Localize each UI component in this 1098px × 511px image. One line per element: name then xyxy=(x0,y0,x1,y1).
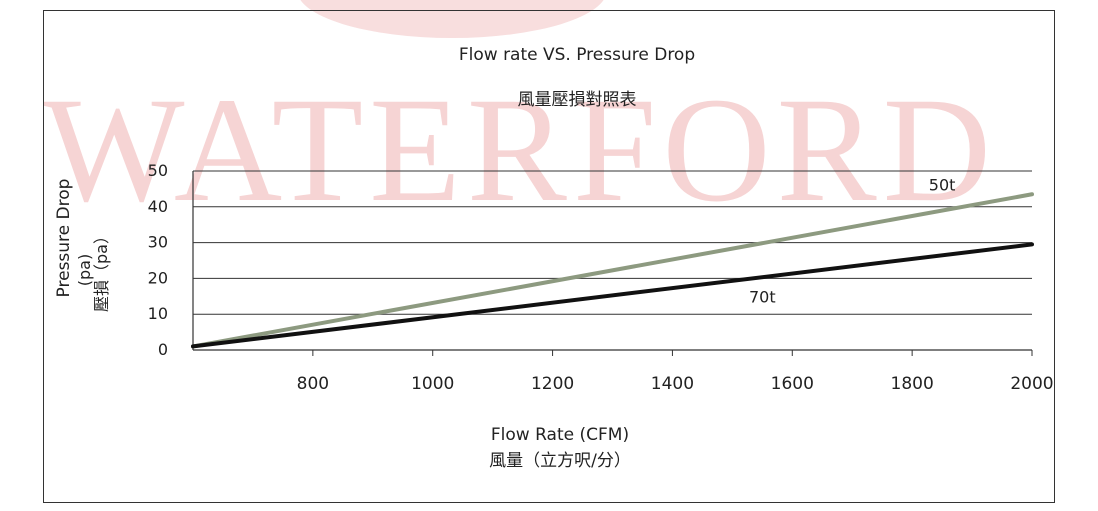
grid-lines xyxy=(193,170,1032,315)
series-lines: 50t 70t xyxy=(191,176,1034,349)
x-axis-label-cn: 風量（立方呎/分） xyxy=(489,451,631,471)
y-axis-label: Pressure Drop xyxy=(54,179,74,298)
y-tick-label: 30 xyxy=(148,233,168,252)
y-tick-label: 50 xyxy=(148,161,168,180)
y-axis-unit-group: (pa) xyxy=(75,254,94,286)
y-tick-label: 10 xyxy=(148,304,168,323)
chart-subtitle: 風量壓損對照表 xyxy=(518,90,637,110)
axes xyxy=(192,171,1033,356)
series-line-70t xyxy=(191,242,1034,349)
x-tick-label: 2000 xyxy=(1010,374,1053,394)
x-tick-label: 1600 xyxy=(771,374,814,394)
series-label-70t: 70t xyxy=(749,288,776,307)
chart-title: Flow rate VS. Pressure Drop xyxy=(459,45,695,65)
x-tick-label: 1200 xyxy=(531,374,574,394)
series-label-50t: 50t xyxy=(929,176,956,195)
x-tick-label: 800 xyxy=(297,374,329,394)
y-axis-unit: (pa) xyxy=(75,254,94,286)
y-tick-label: 0 xyxy=(158,340,168,359)
x-tick-label: 1400 xyxy=(651,374,694,394)
x-tick-label: 1800 xyxy=(891,374,934,394)
watermark-text: WATERFORD xyxy=(43,67,997,233)
x-axis-label: Flow Rate (CFM) xyxy=(491,425,629,445)
chart-frame xyxy=(43,10,1055,503)
watermark-logo-shape xyxy=(300,0,604,38)
y-tick-labels: 0 10 20 30 40 50 xyxy=(148,161,168,359)
series-line-50t xyxy=(191,192,1034,349)
x-tick-labels: 800 1000 1200 1400 1600 1800 2000 xyxy=(297,374,1054,394)
y-tick-label: 20 xyxy=(148,268,168,287)
y-axis-label-cn-group: 壓損（pa） xyxy=(92,228,111,312)
x-tick-label: 1000 xyxy=(411,374,454,394)
y-axis-label-cn: 壓損（pa） xyxy=(92,228,111,312)
y-axis-label-group: Pressure Drop xyxy=(54,179,74,298)
y-tick-label: 40 xyxy=(148,197,168,216)
